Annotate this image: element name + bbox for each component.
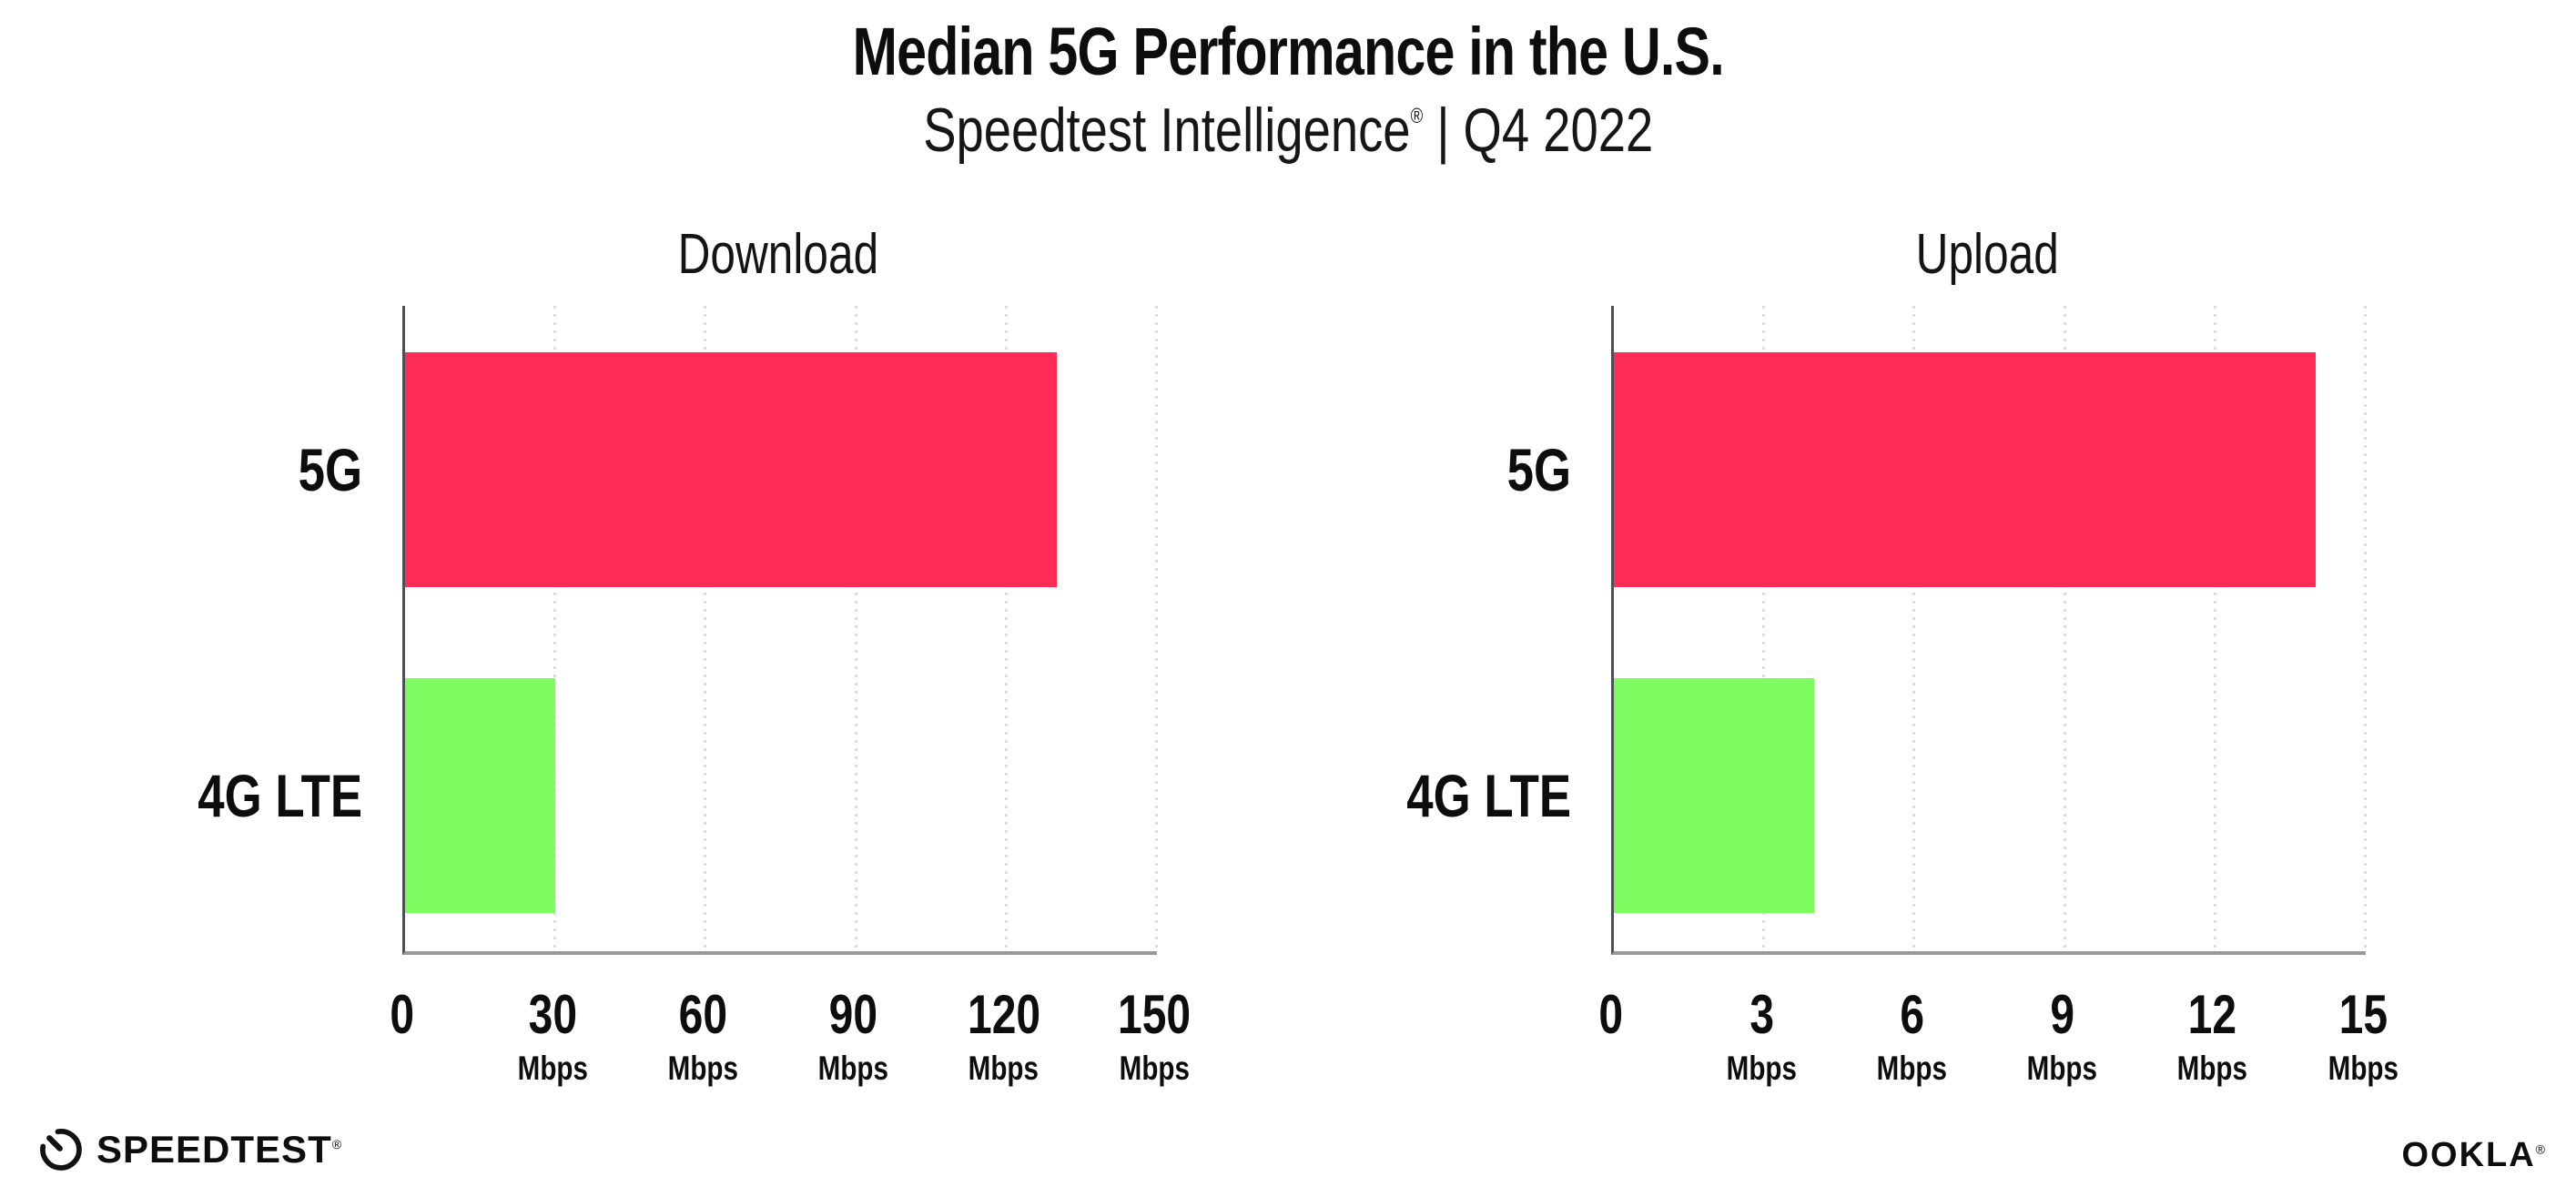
tick-number: 0 [1598, 984, 1624, 1045]
speedtest-logo: SPEEDTEST® [38, 1127, 342, 1172]
speedtest-gauge-icon [40, 1129, 82, 1171]
tick-unit: Mbps [667, 1050, 739, 1087]
tick-number: 3 [1749, 984, 1774, 1045]
gridline [1912, 306, 1916, 951]
x-tick-9: 9 Mbps [1962, 984, 2163, 1087]
speedtest-wordmark: SPEEDTEST® [96, 1128, 343, 1171]
gridline [1155, 306, 1158, 951]
x-tick-60: 60 Mbps [603, 984, 803, 1087]
tick-unit: Mbps [817, 1050, 889, 1087]
registered-mark: ® [1410, 103, 1423, 127]
registered-mark: ® [331, 1137, 343, 1151]
registered-mark: ® [2535, 1141, 2547, 1157]
plot-area [402, 306, 1158, 955]
x-tick-12: 12 Mbps [2113, 984, 2313, 1087]
ookla-wordmark: OOKLA® [2401, 1136, 2547, 1174]
tick-unit: Mbps [517, 1050, 588, 1087]
tick-number: 9 [2050, 984, 2074, 1045]
category-label-5g: 5G [1506, 436, 1571, 503]
x-tick-15: 15 Mbps [2263, 984, 2463, 1087]
tick-number: 15 [2338, 984, 2388, 1045]
chart-title: Download [677, 223, 879, 286]
category-labels: 5G 4G LTE [157, 306, 362, 951]
category-label-4g-lte: 4G LTE [198, 762, 362, 829]
tick-number: 90 [828, 984, 878, 1045]
bar-5g [1614, 352, 2316, 587]
gridline [2063, 306, 2066, 951]
page-subtitle: Speedtest Intelligence® | Q4 2022 [0, 95, 2576, 166]
tick-unit: Mbps [2177, 1050, 2248, 1087]
gridline [2364, 306, 2367, 951]
tick-number: 6 [1900, 984, 1924, 1045]
tick-number: 150 [1117, 984, 1192, 1045]
chart-body: 5G 4G LTE [1365, 306, 2367, 955]
x-tick-30: 30 Mbps [452, 984, 653, 1087]
bar-5g [405, 352, 1057, 587]
gridline [1004, 306, 1008, 951]
tick-unit: Mbps [1726, 1050, 1797, 1087]
x-tick-0: 0 [302, 988, 502, 1042]
bar-4g-lte [405, 678, 556, 913]
x-tick-6: 6 Mbps [1811, 984, 2012, 1087]
page-title: Median 5G Performance in the U.S. [852, 14, 1724, 89]
tick-unit: Mbps [969, 1050, 1040, 1087]
tick-number: 30 [528, 984, 577, 1045]
gridline [2213, 306, 2216, 951]
x-tick-150: 150 Mbps [1054, 984, 1254, 1087]
category-label-4g-lte: 4G LTE [1406, 762, 1571, 829]
tick-unit: Mbps [2026, 1050, 2098, 1087]
tick-unit: Mbps [2328, 1050, 2399, 1087]
category-labels: 5G 4G LTE [1365, 306, 1571, 951]
gridline [704, 306, 707, 951]
category-label-5g: 5G [298, 436, 362, 503]
bar-4g-lte [1614, 678, 1815, 913]
subtitle-period: | Q4 2022 [1422, 96, 1653, 165]
x-axis-ticks: 0 3 Mbps 6 Mbps 9 Mbps 12 Mbps 15 Mbps [1599, 984, 2399, 1115]
tick-number: 0 [390, 984, 415, 1045]
tick-number: 60 [678, 984, 728, 1045]
tick-number: 120 [967, 984, 1040, 1045]
chart-title: Upload [1915, 223, 2059, 286]
gridline [553, 306, 557, 951]
upload-chart: Upload 5G 4G LTE 0 3 Mbps 6 Mbps 9 Mbps 12 Mbps 15… [1365, 218, 2399, 1138]
ookla-logo: OOKLA® [2401, 1136, 2547, 1175]
tick-unit: Mbps [1119, 1050, 1190, 1087]
x-tick-120: 120 Mbps [904, 984, 1104, 1087]
x-tick-3: 3 Mbps [1661, 984, 1861, 1087]
download-chart: Download 5G 4G LTE 0 30 Mbps 60 Mbps 90 Mbps 120… [157, 218, 1191, 1138]
tick-unit: Mbps [1876, 1050, 1948, 1087]
x-tick-90: 90 Mbps [754, 984, 954, 1087]
subtitle-brand: Speedtest Intelligence [922, 96, 1411, 165]
plot-area [1611, 306, 2367, 955]
gridline [854, 306, 857, 951]
chart-body: 5G 4G LTE [157, 306, 1158, 955]
gridline [1762, 306, 1766, 951]
tick-number: 12 [2188, 984, 2237, 1045]
x-axis-ticks: 0 30 Mbps 60 Mbps 90 Mbps 120 Mbps 150 Mbps [390, 984, 1191, 1115]
x-tick-0: 0 [1511, 988, 1711, 1042]
